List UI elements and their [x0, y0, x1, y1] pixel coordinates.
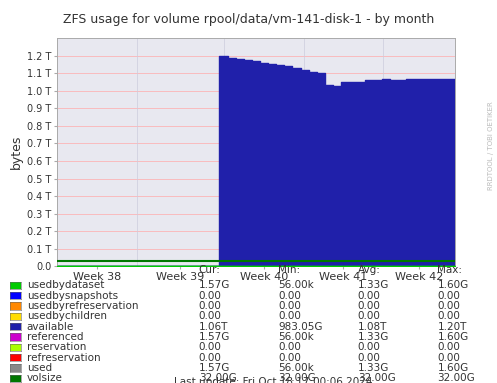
- Text: 1.60G: 1.60G: [437, 363, 469, 373]
- Text: 1.20T: 1.20T: [437, 322, 467, 332]
- Text: 0.00: 0.00: [437, 353, 460, 363]
- Text: 1.33G: 1.33G: [358, 332, 389, 342]
- Text: Avg:: Avg:: [358, 265, 381, 275]
- Text: 32.00G: 32.00G: [358, 373, 396, 383]
- Text: Last update: Fri Oct 18 17:00:06 2024: Last update: Fri Oct 18 17:00:06 2024: [174, 377, 373, 383]
- Text: Cur:: Cur:: [199, 265, 221, 275]
- Text: Max:: Max:: [437, 265, 462, 275]
- Text: available: available: [27, 322, 74, 332]
- Text: 0.00: 0.00: [199, 291, 222, 301]
- Y-axis label: bytes: bytes: [10, 135, 23, 169]
- Text: 1.60G: 1.60G: [437, 332, 469, 342]
- Text: 0.00: 0.00: [278, 353, 301, 363]
- Text: 0.00: 0.00: [278, 342, 301, 352]
- Text: 32.00G: 32.00G: [199, 373, 237, 383]
- Text: 56.00k: 56.00k: [278, 332, 314, 342]
- Text: 0.00: 0.00: [358, 301, 381, 311]
- Text: 1.57G: 1.57G: [199, 363, 230, 373]
- Text: 0.00: 0.00: [358, 291, 381, 301]
- Text: 1.08T: 1.08T: [358, 322, 387, 332]
- Text: 1.33G: 1.33G: [358, 280, 389, 290]
- Text: 0.00: 0.00: [437, 301, 460, 311]
- Text: 0.00: 0.00: [199, 342, 222, 352]
- Text: 1.33G: 1.33G: [358, 363, 389, 373]
- Text: usedbyrefreservation: usedbyrefreservation: [27, 301, 138, 311]
- Text: 0.00: 0.00: [199, 353, 222, 363]
- Text: 0.00: 0.00: [278, 301, 301, 311]
- Text: ZFS usage for volume rpool/data/vm-141-disk-1 - by month: ZFS usage for volume rpool/data/vm-141-d…: [63, 13, 434, 26]
- Text: volsize: volsize: [27, 373, 63, 383]
- Text: 1.06T: 1.06T: [199, 322, 228, 332]
- Text: 0.00: 0.00: [437, 291, 460, 301]
- Text: 0.00: 0.00: [199, 311, 222, 321]
- Text: usedbysnapshots: usedbysnapshots: [27, 291, 118, 301]
- Text: 0.00: 0.00: [358, 353, 381, 363]
- Text: referenced: referenced: [27, 332, 83, 342]
- Text: 0.00: 0.00: [199, 301, 222, 311]
- Text: 983.05G: 983.05G: [278, 322, 323, 332]
- Text: 1.57G: 1.57G: [199, 280, 230, 290]
- Text: reservation: reservation: [27, 342, 86, 352]
- Text: 32.00G: 32.00G: [437, 373, 475, 383]
- Text: 0.00: 0.00: [358, 311, 381, 321]
- Text: 0.00: 0.00: [437, 311, 460, 321]
- Text: 56.00k: 56.00k: [278, 280, 314, 290]
- Text: 1.60G: 1.60G: [437, 280, 469, 290]
- Text: 32.00G: 32.00G: [278, 373, 316, 383]
- Text: 1.57G: 1.57G: [199, 332, 230, 342]
- Text: 0.00: 0.00: [437, 342, 460, 352]
- Text: RRDTOOL / TOBI OETIKER: RRDTOOL / TOBI OETIKER: [488, 101, 494, 190]
- Text: refreservation: refreservation: [27, 353, 100, 363]
- Text: 56.00k: 56.00k: [278, 363, 314, 373]
- Text: 0.00: 0.00: [278, 311, 301, 321]
- Text: usedbydataset: usedbydataset: [27, 280, 104, 290]
- Text: 0.00: 0.00: [358, 342, 381, 352]
- Text: usedbychildren: usedbychildren: [27, 311, 107, 321]
- Text: used: used: [27, 363, 52, 373]
- Text: 0.00: 0.00: [278, 291, 301, 301]
- Text: Min:: Min:: [278, 265, 301, 275]
